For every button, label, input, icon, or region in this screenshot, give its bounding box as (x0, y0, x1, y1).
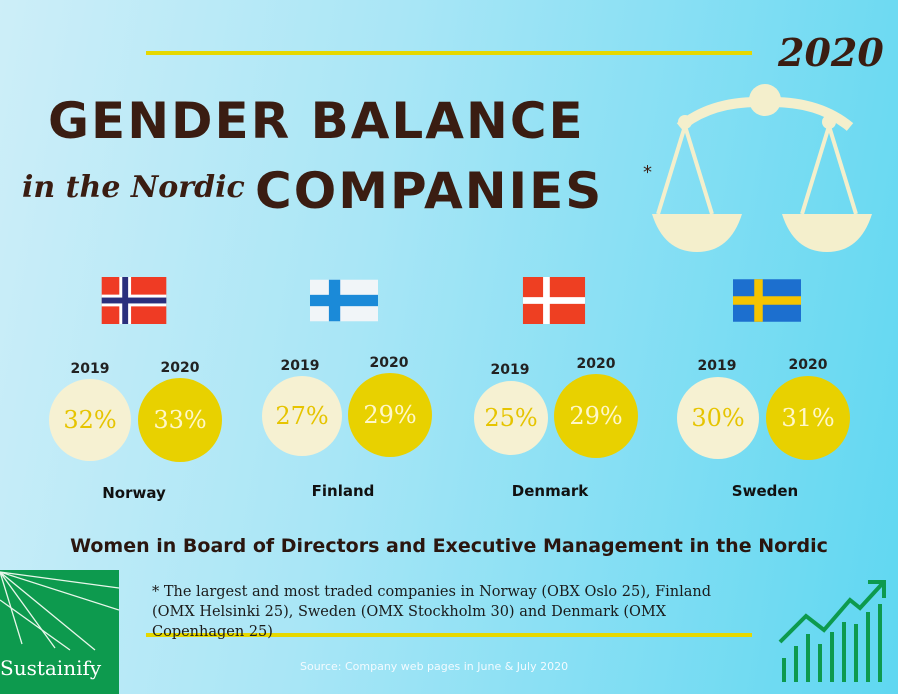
denmark-2020-label: 2020 (576, 356, 616, 372)
main-title-line2: COMPANIES (255, 162, 604, 220)
norway-2019-label: 2019 (70, 361, 110, 377)
finland-flag-icon (310, 279, 378, 322)
balance-scale-icon (652, 84, 872, 252)
source-note: Source: Company web pages in June & July… (300, 660, 569, 673)
bottom-divider-line (146, 633, 752, 637)
logo-rays-icon (0, 571, 119, 651)
norway-2020-bubble: 33% (138, 378, 222, 462)
chart-subtitle: Women in Board of Directors and Executiv… (70, 535, 828, 557)
finland-2019-bubble: 27% (262, 376, 342, 456)
year-heading: 2020 (778, 30, 884, 75)
country-label-norway: Norway (102, 484, 166, 502)
finland-2020-bubble: 29% (348, 373, 432, 457)
main-title-line1: GENDER BALANCE (48, 92, 585, 150)
sweden-flag-icon (733, 279, 801, 322)
denmark-flag-icon (522, 277, 586, 324)
denmark-2020-bubble: 29% (554, 374, 638, 458)
main-title-script: in the Nordic (22, 170, 245, 205)
norway-2020-label: 2020 (160, 360, 200, 376)
logo-text: Sustainify (0, 656, 102, 680)
finland-2020-label: 2020 (369, 355, 409, 371)
sweden-2019-bubble: 30% (677, 377, 759, 459)
footnote: * The largest and most traded companies … (152, 584, 712, 640)
title-footnote-mark: * (643, 162, 652, 183)
sustainify-logo: Sustainify (0, 570, 119, 694)
top-divider-line (146, 51, 752, 55)
norway-flag-icon (101, 277, 167, 324)
country-label-sweden: Sweden (731, 482, 799, 500)
sweden-2020-bubble: 31% (766, 376, 850, 460)
growth-chart-icon (778, 580, 886, 682)
norway-2019-bubble: 32% (49, 379, 131, 461)
denmark-2019-bubble: 25% (474, 381, 548, 455)
country-label-denmark: Denmark (511, 482, 589, 500)
finland-2019-label: 2019 (280, 358, 320, 374)
denmark-2019-label: 2019 (490, 362, 530, 378)
country-label-finland: Finland (311, 482, 375, 500)
sweden-2020-label: 2020 (788, 357, 828, 373)
sweden-2019-label: 2019 (697, 358, 737, 374)
